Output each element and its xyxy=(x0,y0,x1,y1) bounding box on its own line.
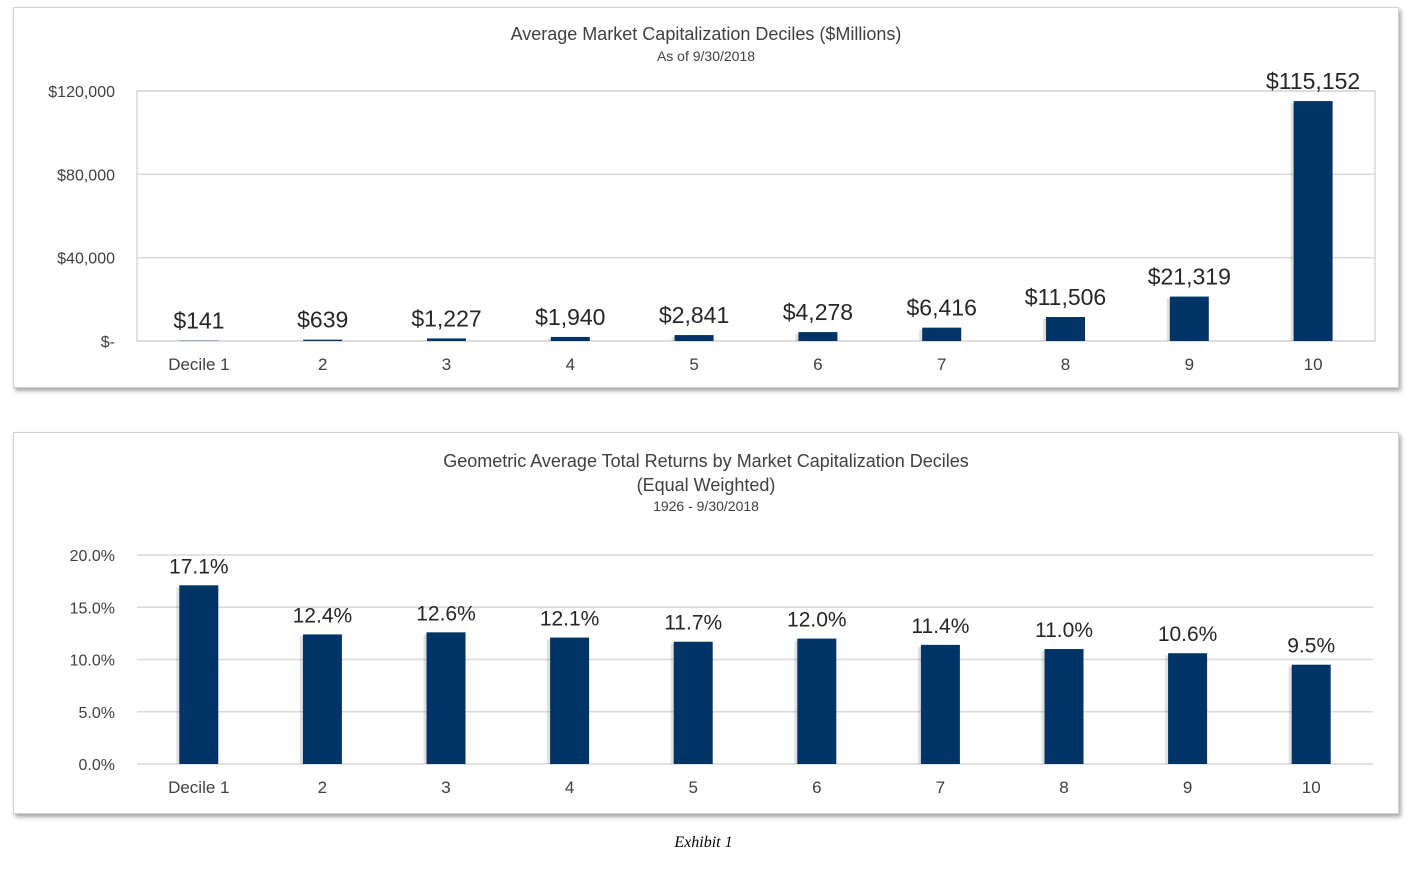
chart0-x-tick-label: 4 xyxy=(566,355,575,374)
chart0-bar xyxy=(427,338,466,341)
chart1-bar xyxy=(673,641,713,764)
chart1-data-label: 9.5% xyxy=(1287,635,1335,658)
chart0-bar-shadow xyxy=(424,340,428,341)
returns-chart-panel: Geometric Average Total Returns by Marke… xyxy=(13,432,1399,814)
chart1-subtitle: As of 9/30/2018 xyxy=(656,48,756,64)
chart0-bar xyxy=(550,336,590,341)
chart1-y-tick-label: 5.0% xyxy=(79,705,115,722)
chart0-bar xyxy=(922,327,962,341)
chart1-x-tick-label: 9 xyxy=(1183,778,1192,797)
exhibit-caption: Exhibit 1 xyxy=(674,834,733,851)
chart0-x-tick-label: 3 xyxy=(442,355,451,374)
chart1-x-tick-label: 5 xyxy=(688,778,697,797)
chart0-y-tick-label: $40,000 xyxy=(57,251,115,268)
chart1-bar-shadow xyxy=(547,639,552,764)
chart0-bar xyxy=(1293,101,1333,341)
chart1-data-label: 10.6% xyxy=(1158,623,1218,646)
chart1-y-tick-label: 20.0% xyxy=(70,548,115,565)
chart1-plot: $- $40,000 $80,000 $120,000 $141 Decile 1 $639… xyxy=(48,68,1376,374)
chart1-data-label: 12.0% xyxy=(787,609,847,632)
chart0-bar-shadow xyxy=(671,337,676,341)
chart1-data-label: 17.1% xyxy=(169,555,229,578)
chart0-x-tick-label: 5 xyxy=(689,355,698,374)
chart0-x-tick-label: 7 xyxy=(937,355,946,374)
chart0-bar-shadow xyxy=(919,329,924,341)
chart0-x-tick-label: 2 xyxy=(318,355,327,374)
chart1-bar xyxy=(797,638,837,764)
chart0-bar-shadow xyxy=(795,334,800,341)
chart0-x-tick-label: 9 xyxy=(1185,355,1194,374)
chart0-data-label: $21,319 xyxy=(1148,264,1231,290)
chart0-bar xyxy=(798,332,838,341)
chart1-x-tick-label: 3 xyxy=(441,778,450,797)
chart1-x-tick-label: 2 xyxy=(318,778,327,797)
chart0-data-label: $1,227 xyxy=(411,305,481,331)
chart0-data-label: $6,416 xyxy=(907,295,977,321)
chart1-bar xyxy=(1168,653,1208,764)
chart1-data-label: 11.4% xyxy=(911,615,969,638)
chart1-bar-shadow xyxy=(1041,651,1046,764)
chart0-data-label: $141 xyxy=(173,308,224,334)
market-cap-chart-panel: Average Market Capitalization Deciles ($… xyxy=(13,7,1399,388)
chart1-bar xyxy=(920,644,960,764)
chart1-x-tick-label: 7 xyxy=(936,778,945,797)
chart1-x-tick-label: 10 xyxy=(1302,778,1321,797)
chart0-x-tick-label: Decile 1 xyxy=(168,355,229,374)
chart0-data-label: $639 xyxy=(297,307,348,333)
chart1-bar xyxy=(1291,664,1331,764)
chart0-bar xyxy=(1046,317,1085,341)
chart0-data-label: $2,841 xyxy=(659,302,729,328)
chart1-bar-shadow xyxy=(1165,655,1170,764)
chart1-y-tick-label: 10.0% xyxy=(70,653,115,670)
chart0-data-label: $115,152 xyxy=(1266,68,1360,94)
chart0-y-tick-label: $80,000 xyxy=(57,167,115,184)
chart1-x-tick-label: Decile 1 xyxy=(168,778,229,797)
chart1-bar xyxy=(1044,649,1084,764)
chart1-x-tick-label: 4 xyxy=(565,778,574,797)
chart1-data-label: 12.1% xyxy=(540,608,600,631)
chart0-y-tick-label: $- xyxy=(101,334,115,351)
chart0-x-tick-label: 8 xyxy=(1061,355,1070,374)
chart2-title: Geometric Average Total Returns by Marke… xyxy=(443,451,969,471)
chart1-data-label: 11.0% xyxy=(1035,619,1093,642)
chart1-data-label: 12.4% xyxy=(293,604,353,627)
chart0-bar-shadow xyxy=(1166,298,1171,341)
chart0-bar-shadow xyxy=(547,338,552,341)
chart1-data-label: 11.7% xyxy=(664,612,722,635)
chart1-bar-shadow xyxy=(1288,666,1293,764)
chart1-bar-shadow xyxy=(917,646,922,764)
chart0-bar xyxy=(674,335,714,341)
chart0-data-label: $1,940 xyxy=(535,304,605,330)
chart0-bar xyxy=(303,339,343,341)
chart1-bar-shadow xyxy=(670,643,675,764)
chart2-subtitle: (Equal Weighted) xyxy=(636,475,776,495)
chart1-bar-shadow xyxy=(299,636,304,764)
chart0-x-tick-label: 10 xyxy=(1304,355,1323,374)
chart1-bar xyxy=(550,637,590,764)
chart1-bar-shadow xyxy=(794,640,799,764)
chart2-plot: 0.0% 5.0% 10.0% 15.0% 20.0% 17.1% Decile 1 12.4… xyxy=(70,548,1373,797)
chart1-title: Average Market Capitalization Deciles ($… xyxy=(510,24,902,44)
chart0-y-tick-label: $120,000 xyxy=(48,84,115,101)
chart1-y-tick-label: 0.0% xyxy=(79,757,115,774)
chart1-bar-shadow xyxy=(423,634,428,764)
chart0-data-label: $11,506 xyxy=(1025,284,1106,310)
chart1-bar-shadow xyxy=(176,587,181,764)
chart1-x-tick-label: 8 xyxy=(1059,778,1068,797)
chart1-data-label: 12.6% xyxy=(416,602,476,625)
chart0-bar-shadow xyxy=(1043,319,1047,341)
chart0-x-tick-label: 6 xyxy=(813,355,822,374)
chart1-x-tick-label: 6 xyxy=(812,778,821,797)
chart1-bar xyxy=(302,634,342,764)
chart2-date-range: 1926 - 9/30/2018 xyxy=(653,498,759,514)
chart1-bar xyxy=(426,632,466,764)
chart1-y-tick-label: 15.0% xyxy=(70,600,115,617)
chart0-bar-shadow xyxy=(1290,103,1295,341)
chart0-data-label: $4,278 xyxy=(783,299,853,325)
chart1-bar xyxy=(179,585,219,764)
chart0-bar xyxy=(1169,296,1209,341)
